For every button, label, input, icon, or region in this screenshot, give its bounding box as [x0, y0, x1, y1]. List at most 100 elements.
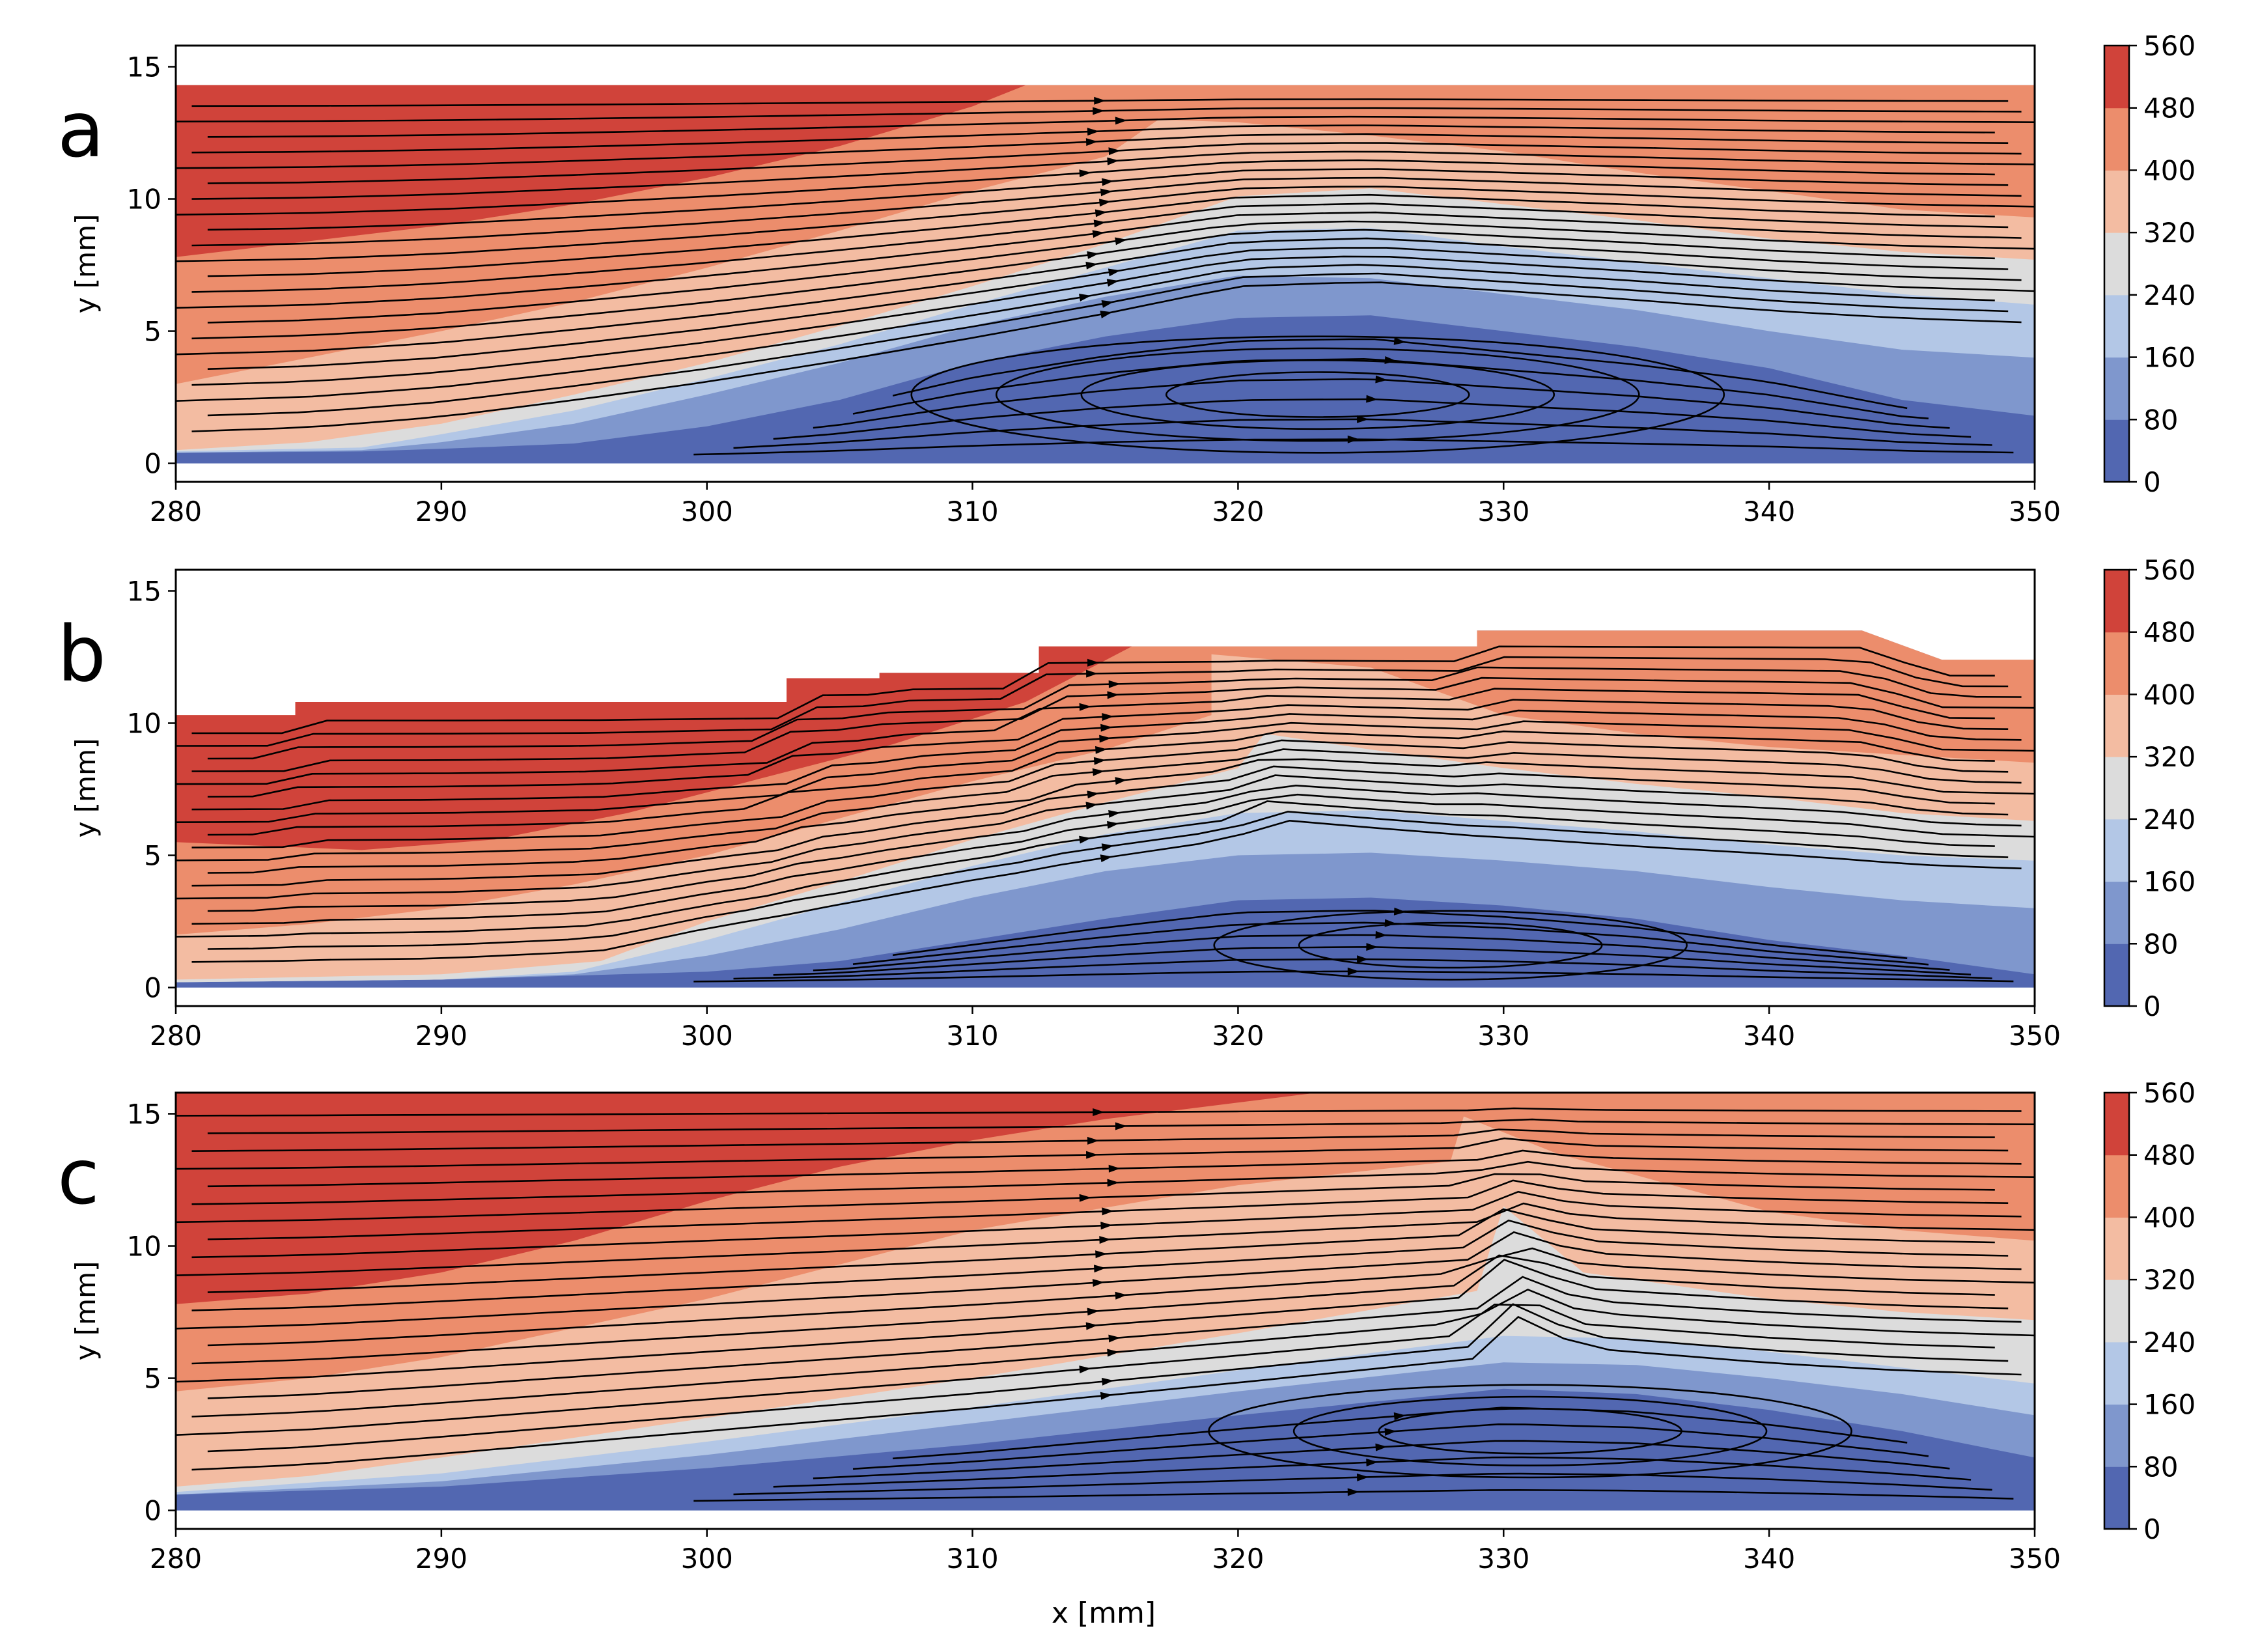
colorbar-segment	[2104, 819, 2129, 882]
colorbar-segment	[2104, 694, 2129, 757]
colorbar-tick-label: 240	[2143, 804, 2196, 835]
streamline-arrow	[1093, 107, 1105, 115]
plot-frame	[174, 44, 2036, 483]
streamline-arrow	[1099, 1236, 1111, 1244]
streamline-arrow	[1087, 1136, 1100, 1145]
streamline-arrow	[1115, 1291, 1127, 1300]
streamline-arrow	[1115, 117, 1127, 125]
streamline-arrow	[1366, 395, 1378, 403]
x-tick-label: 300	[681, 1020, 733, 1052]
vortex-streamline	[910, 335, 1725, 454]
colorbar-tick-label: 160	[2143, 1389, 2196, 1421]
streamline-arrow	[1101, 843, 1114, 852]
x-tick-label: 330	[1477, 1020, 1529, 1052]
x-tick-label: 330	[1477, 1543, 1529, 1575]
colorbar-segment	[2104, 419, 2129, 483]
streamline-arrow	[1108, 809, 1121, 818]
vortex-streamline	[1213, 910, 1688, 981]
colorbar-segment	[2104, 1155, 2129, 1218]
colorbar-tick-label: 240	[2143, 1326, 2196, 1358]
colorbar-frame	[2103, 1091, 2130, 1530]
streamline-arrow	[1107, 1179, 1119, 1187]
streamline-arrow	[1085, 1322, 1098, 1330]
panel-a: 280 290 300 310 320 330 340 350 0 5 10 15 y [mm] a 0 80…	[57, 30, 2196, 527]
streamline-arrow	[1085, 1151, 1098, 1159]
contour-field	[176, 1093, 2035, 1511]
streamline-arrow	[1115, 1122, 1127, 1130]
streamline-arrow	[1095, 209, 1108, 217]
contour-field	[176, 630, 2035, 988]
streamline-arrow	[1079, 169, 1091, 178]
colorbar-tick-label: 0	[2143, 990, 2161, 1022]
contour-band-6	[176, 85, 2035, 257]
colorbar-segment	[2104, 632, 2129, 695]
streamline-arrow	[1079, 835, 1091, 844]
panel-c: 280 290 300 310 320 330 340 350 0 5 10 15 y [mm] c 0 80…	[57, 1077, 2196, 1575]
x-tick-label: 320	[1212, 496, 1264, 527]
x-axis-label: x [mm]	[1052, 1597, 1156, 1630]
x-tick-label: 350	[2009, 1543, 2061, 1575]
x-tick-label: 350	[2009, 496, 2061, 527]
streamlines	[176, 645, 2035, 983]
streamline-arrow	[1092, 1279, 1105, 1287]
vortex-streamline	[1080, 359, 1555, 430]
streamline-arrow	[1079, 703, 1091, 711]
vortex-streamline	[1208, 1384, 1852, 1479]
panel-label: b	[57, 609, 106, 699]
streamline-arrow	[1107, 820, 1119, 829]
streamline-arrow	[1093, 1108, 1105, 1116]
streamline-arrow	[1357, 415, 1369, 423]
panels: 280 290 300 310 320 330 340 350 0 5 10 15 y [mm] a 0 80…	[57, 30, 2196, 1575]
streamline-arrow	[1100, 1222, 1113, 1230]
x-tick-label: 280	[150, 1543, 202, 1575]
colorbar-tick-label: 160	[2143, 866, 2196, 898]
streamline-arrow	[1375, 1443, 1387, 1451]
x-tick-label: 290	[415, 1543, 467, 1575]
colorbar-tick-label: 0	[2143, 466, 2161, 498]
colorbar-tick-label: 560	[2143, 1077, 2196, 1109]
colorbar-segment	[2104, 46, 2129, 109]
y-axis-label: y [mm]	[70, 214, 102, 314]
colorbar-tick-label: 80	[2143, 1451, 2178, 1483]
y-tick-label: 10	[127, 1231, 161, 1263]
streamline-arrow	[1085, 261, 1098, 270]
y-tick-label: 10	[127, 708, 161, 740]
streamline-arrow	[1102, 1377, 1114, 1386]
streamline-arrow	[1366, 1458, 1378, 1466]
x-tick-label: 310	[946, 1020, 998, 1052]
colorbar: 0 80 160 240 320 400 480 560	[2103, 30, 2196, 498]
streamline-arrow	[1357, 955, 1369, 964]
streamlines	[176, 1107, 2035, 1502]
streamline-arrow	[1093, 1265, 1106, 1273]
streamline-arrow	[1093, 219, 1106, 228]
vortex-streamline	[1298, 921, 1603, 969]
y-tick-label: 5	[144, 1363, 161, 1395]
x-tick-label: 300	[681, 496, 733, 527]
colorbar-segment	[2104, 170, 2129, 233]
colorbar-segment	[2104, 1093, 2129, 1156]
streamline-arrow	[1107, 157, 1119, 165]
colorbar-segment	[2104, 357, 2129, 420]
streamline-arrow	[1107, 691, 1119, 699]
x-tick-label: 280	[150, 1020, 202, 1052]
colorbar-tick-label: 320	[2143, 1264, 2196, 1296]
colorbar-frame	[2103, 44, 2130, 483]
colorbar-segment	[2104, 1217, 2129, 1280]
y-tick-label: 10	[127, 184, 161, 216]
colorbar-segment	[2104, 1466, 2129, 1530]
streamline-arrow	[1115, 237, 1127, 245]
streamline-arrow	[1100, 854, 1113, 863]
colorbar-segment	[2104, 757, 2129, 820]
streamline-arrow	[1085, 138, 1098, 147]
vortex-streamline	[1165, 371, 1470, 418]
streamline-arrow	[1079, 294, 1091, 301]
x-tick-label: 340	[1743, 1020, 1795, 1052]
streamline-arrow	[1095, 1250, 1108, 1259]
streamline-arrow	[1093, 757, 1106, 765]
streamline-arrow	[1099, 735, 1111, 743]
vortex-streamline	[1292, 1395, 1768, 1466]
x-tick-label: 300	[681, 1543, 733, 1575]
streamline-arrow	[1375, 931, 1387, 939]
colorbar-tick-label: 400	[2143, 154, 2196, 186]
streamline-arrow	[1087, 128, 1100, 136]
